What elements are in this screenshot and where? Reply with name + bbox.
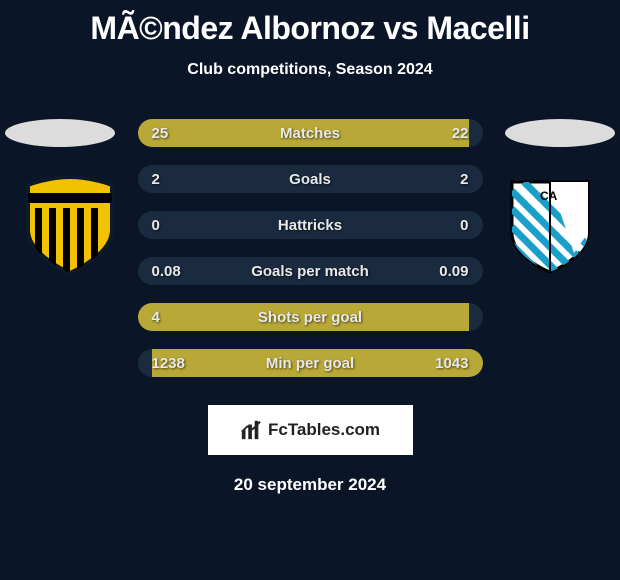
stat-label: Goals per match xyxy=(251,263,369,280)
stat-value-left: 0.08 xyxy=(152,263,181,280)
stat-value-left: 2 xyxy=(152,171,160,188)
cerro-shield-icon: CA xyxy=(500,175,600,275)
stat-row: 0.08 Goals per match 0.09 xyxy=(138,257,483,285)
country-flag-left xyxy=(5,119,115,147)
stat-row: 2 Goals 2 xyxy=(138,165,483,193)
page-title: MÃ©ndez Albornoz vs Macelli xyxy=(0,0,620,47)
stat-value-right: 22 xyxy=(452,125,469,142)
svg-text:CA: CA xyxy=(540,189,558,203)
stat-row: 1238 Min per goal 1043 xyxy=(138,349,483,377)
stat-value-right: 0.09 xyxy=(439,263,468,280)
subtitle: Club competitions, Season 2024 xyxy=(0,61,620,79)
fctables-text: FcTables.com xyxy=(268,420,380,440)
club-badge-left xyxy=(20,175,120,275)
date-line: 20 september 2024 xyxy=(0,475,620,495)
stat-value-right: 0 xyxy=(460,217,468,234)
club-badge-right: CA xyxy=(500,175,600,275)
comparison-panel: CA 25Matches222Goals20Hattricks00.08Goal… xyxy=(0,119,620,495)
stat-value-right: 1043 xyxy=(435,355,468,372)
stat-value-right: 2 xyxy=(460,171,468,188)
stat-label: Matches xyxy=(280,125,340,142)
stat-value-left: 0 xyxy=(152,217,160,234)
stat-row: 25 Matches 22 xyxy=(138,119,483,147)
fctables-badge: FcTables.com xyxy=(208,405,413,455)
stat-label: Goals xyxy=(289,171,331,188)
stat-label: Min per goal xyxy=(266,355,354,372)
stat-label: Shots per goal xyxy=(258,309,362,326)
stat-value-left: 25 xyxy=(152,125,169,142)
stat-rows: 25Matches222Goals20Hattricks00.08Goals p… xyxy=(138,119,483,377)
penarol-shield-icon xyxy=(20,175,120,275)
stat-label: Hattricks xyxy=(278,217,342,234)
country-flag-right xyxy=(505,119,615,147)
stat-value-left: 4 xyxy=(152,309,160,326)
stat-row: 0 Hattricks 0 xyxy=(138,211,483,239)
stat-value-left: 1238 xyxy=(152,355,185,372)
fctables-logo-icon xyxy=(240,419,262,441)
stat-row: 4 Shots per goal xyxy=(138,303,483,331)
